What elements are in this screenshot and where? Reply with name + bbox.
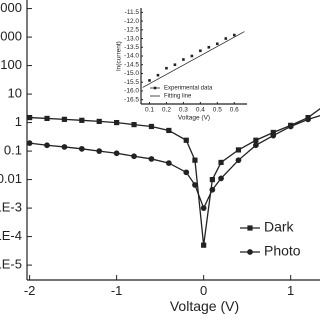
y-tick-label: -15.5 bbox=[124, 79, 139, 86]
series-line bbox=[29, 115, 320, 210]
data-point bbox=[78, 145, 85, 152]
y-tick-label: -16.0 bbox=[124, 88, 139, 95]
y-tick-label: 1E-3 bbox=[0, 200, 22, 215]
legend-marker bbox=[247, 249, 253, 255]
y-tick-label: -12.5 bbox=[124, 27, 139, 34]
data-point bbox=[224, 37, 228, 40]
data-point bbox=[165, 160, 172, 166]
legend-label: Photo bbox=[264, 243, 301, 259]
y-tick-label: -16.5 bbox=[124, 96, 139, 103]
x-tick-label: -2 bbox=[24, 283, 36, 298]
x-tick-label: 0.4 bbox=[196, 107, 205, 114]
data-point bbox=[201, 242, 207, 248]
data-point bbox=[44, 142, 50, 149]
y-tick-label: 1 bbox=[15, 114, 22, 129]
data-point bbox=[287, 123, 294, 130]
data-point bbox=[183, 137, 189, 143]
y-tick-label: -11.5 bbox=[125, 9, 140, 16]
series-line bbox=[29, 108, 320, 246]
y-tick-label: -15.0 bbox=[124, 70, 139, 77]
y-tick-label: 10 bbox=[8, 86, 22, 101]
data-point bbox=[183, 169, 190, 176]
legend-marker bbox=[153, 86, 157, 90]
data-point bbox=[270, 129, 276, 136]
data-point bbox=[131, 121, 137, 128]
data-point bbox=[200, 205, 207, 211]
legend-marker bbox=[247, 225, 253, 231]
data-point bbox=[192, 182, 198, 188]
data-point bbox=[199, 49, 202, 53]
data-point bbox=[148, 123, 155, 130]
data-point bbox=[190, 54, 194, 58]
data-point bbox=[27, 114, 33, 121]
data-point bbox=[61, 144, 68, 150]
data-point bbox=[79, 117, 85, 123]
y-tick-label: 0.01 bbox=[0, 171, 22, 186]
data-point bbox=[207, 45, 211, 49]
y-tick-label: -12.0 bbox=[124, 18, 139, 25]
data-point bbox=[148, 79, 151, 82]
data-point bbox=[113, 150, 120, 157]
y-tick-label: 100 bbox=[0, 57, 22, 72]
x-tick-label: 0.3 bbox=[179, 107, 188, 114]
data-point bbox=[192, 157, 198, 163]
y-tick-label: 1000 bbox=[0, 29, 22, 44]
x-tick-label: 0.2 bbox=[162, 107, 171, 114]
data-point bbox=[61, 116, 68, 122]
data-point bbox=[26, 140, 33, 147]
data-point bbox=[173, 63, 177, 67]
data-point bbox=[209, 186, 216, 193]
data-point bbox=[148, 156, 155, 162]
data-point bbox=[216, 42, 219, 46]
data-point bbox=[182, 58, 185, 61]
data-point bbox=[218, 159, 224, 166]
y-tick-label: 1E-4 bbox=[0, 228, 22, 243]
data-point bbox=[232, 33, 236, 37]
data-point bbox=[253, 137, 259, 143]
y-tick-label: -14.5 bbox=[124, 61, 139, 68]
x-tick-label: 0.6 bbox=[230, 107, 239, 114]
x-axis-label: Voltage (V) bbox=[178, 114, 210, 121]
data-point bbox=[165, 66, 168, 70]
y-tick-label: -14.0 bbox=[124, 53, 139, 60]
x-tick-label: 1 bbox=[287, 283, 294, 298]
data-point bbox=[218, 175, 224, 182]
y-tick-label: 0.1 bbox=[4, 143, 22, 158]
series-line bbox=[142, 31, 245, 88]
y-tick-label: -13.0 bbox=[124, 35, 139, 42]
y-tick-label: -13.5 bbox=[124, 44, 139, 51]
data-point bbox=[209, 176, 215, 183]
x-tick-label: 0.1 bbox=[145, 107, 154, 114]
data-point bbox=[305, 116, 311, 123]
x-axis-label: Voltage (V) bbox=[170, 298, 239, 314]
y-tick-label: 10000 bbox=[0, 0, 22, 15]
data-point bbox=[131, 153, 137, 160]
data-point bbox=[166, 127, 172, 134]
y-axis-label: ln(current) bbox=[116, 41, 123, 71]
y-tick-label: 1E-5 bbox=[0, 257, 22, 272]
data-point bbox=[253, 142, 259, 149]
data-point bbox=[114, 119, 120, 126]
legend-label: Fitting line bbox=[164, 94, 192, 100]
data-point bbox=[235, 147, 242, 153]
data-point bbox=[270, 132, 277, 139]
legend-label: Experimental data bbox=[164, 86, 213, 92]
x-tick-label: 0 bbox=[200, 283, 207, 298]
data-point bbox=[96, 148, 103, 154]
x-tick-label: 0.5 bbox=[213, 107, 222, 114]
x-tick-label: -1 bbox=[111, 283, 123, 298]
data-point bbox=[96, 118, 102, 125]
data-point bbox=[44, 115, 50, 122]
data-point bbox=[235, 157, 242, 164]
data-point bbox=[156, 73, 160, 77]
legend-label: Dark bbox=[264, 219, 295, 235]
